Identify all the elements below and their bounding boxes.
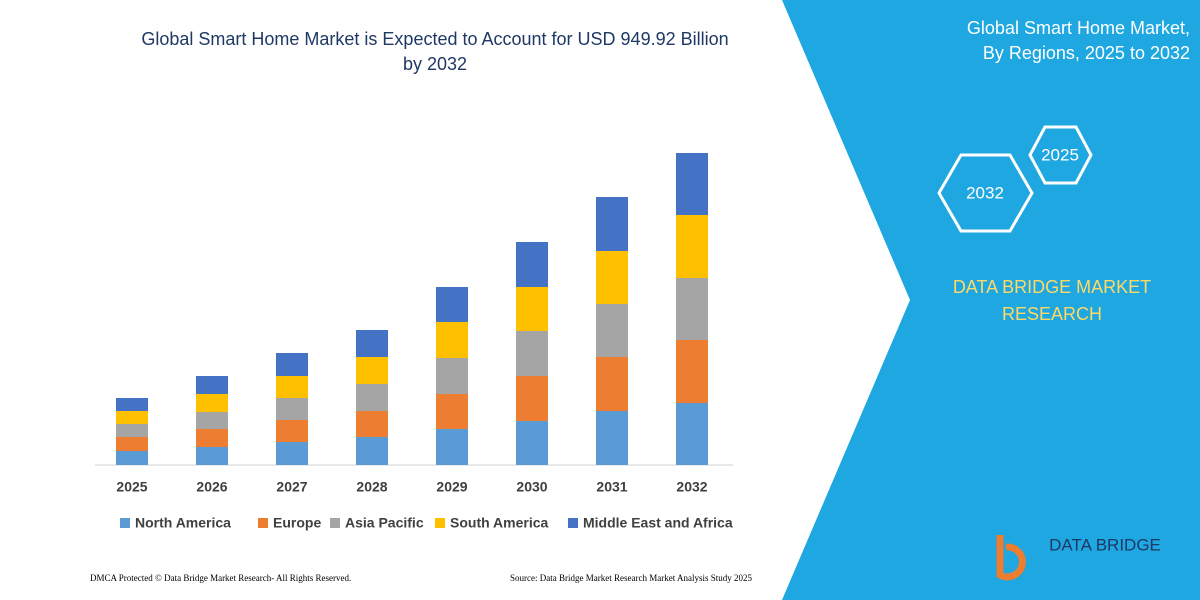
bar-segment: [196, 429, 228, 447]
bar-segment: [436, 322, 468, 358]
bar-segment: [276, 442, 308, 465]
legend-swatch: [435, 518, 445, 528]
bar-segment: [436, 358, 468, 394]
x-tick-label: 2032: [676, 479, 707, 495]
bar-segment: [276, 353, 308, 376]
bar-segment: [676, 340, 708, 403]
bar-segment: [436, 429, 468, 465]
bar-segment: [276, 376, 308, 398]
legend-swatch: [258, 518, 268, 528]
bar-segment: [516, 287, 548, 331]
x-tick-label: 2029: [436, 479, 467, 495]
bar-segment: [196, 394, 228, 412]
legend-label: North America: [135, 515, 231, 531]
x-tick-label: 2031: [596, 479, 627, 495]
legend-label: Asia Pacific: [345, 515, 424, 531]
bar-segment: [356, 437, 388, 465]
bar-segment: [356, 384, 388, 411]
bar-segment: [356, 411, 388, 437]
bar-segment: [436, 287, 468, 322]
chart-title-line: Global Smart Home Market is Expected to …: [141, 29, 728, 49]
bar-segment: [356, 357, 388, 384]
legend-label: Middle East and Africa: [583, 515, 733, 531]
hexagon: [937, 153, 1034, 233]
chart-title: Global Smart Home Market is Expected to …: [141, 29, 728, 74]
logo-icon: [996, 535, 1026, 581]
bar-segment: [116, 437, 148, 451]
brand-line: DATA BRIDGE MARKET: [953, 277, 1151, 297]
bar-segment: [116, 411, 148, 424]
bar-segment: [196, 376, 228, 394]
bar-segment: [436, 394, 468, 429]
bar-segment: [596, 197, 628, 251]
bar-segment: [356, 330, 388, 357]
bar-segment: [676, 278, 708, 340]
x-tick-label: 2030: [516, 479, 547, 495]
bar-segment: [516, 331, 548, 376]
bar-segment: [116, 424, 148, 437]
legend-swatch: [330, 518, 340, 528]
bar-segment: [676, 215, 708, 278]
legend-label: South America: [450, 515, 548, 531]
panel-title: Global Smart Home Market, By Regions, 202…: [967, 18, 1190, 63]
hexagon: [1028, 125, 1093, 185]
legend-swatch: [568, 518, 578, 528]
x-tick-label: 2028: [356, 479, 387, 495]
bar-segment: [196, 447, 228, 465]
x-tick-label: 2026: [196, 479, 227, 495]
panel-title-line: Global Smart Home Market,: [967, 18, 1190, 38]
bar-segment: [516, 376, 548, 421]
bar-segment: [516, 421, 548, 465]
chart-title-line: by 2032: [403, 54, 467, 74]
bar-segment: [596, 411, 628, 465]
logo-text: DATA BRIDGE: [1049, 535, 1161, 554]
bar-segment: [516, 242, 548, 287]
side-panel: [782, 0, 1200, 600]
bar-segment: [596, 304, 628, 357]
hex-label: 2025: [1041, 145, 1079, 164]
legend-swatch: [120, 518, 130, 528]
bar-segment: [276, 420, 308, 442]
bar-segment: [116, 451, 148, 465]
footer-left: DMCA Protected © Data Bridge Market Rese…: [90, 573, 351, 583]
bar-segment: [276, 398, 308, 420]
bar-segment: [676, 153, 708, 215]
legend-label: Europe: [273, 515, 321, 531]
brand: DATA BRIDGE MARKET RESEARCH: [953, 277, 1151, 324]
hex-label: 2032: [966, 183, 1004, 202]
bar-segment: [116, 398, 148, 411]
panel-title-line: By Regions, 2025 to 2032: [983, 43, 1190, 63]
brand-line: RESEARCH: [1002, 304, 1102, 324]
bar-segment: [596, 251, 628, 304]
footer-right: Source: Data Bridge Market Research Mark…: [510, 573, 752, 583]
x-tick-label: 2025: [116, 479, 147, 495]
bar-segment: [596, 357, 628, 411]
bar-segment: [196, 412, 228, 429]
x-tick-label: 2027: [276, 479, 307, 495]
bar-segment: [676, 403, 708, 465]
